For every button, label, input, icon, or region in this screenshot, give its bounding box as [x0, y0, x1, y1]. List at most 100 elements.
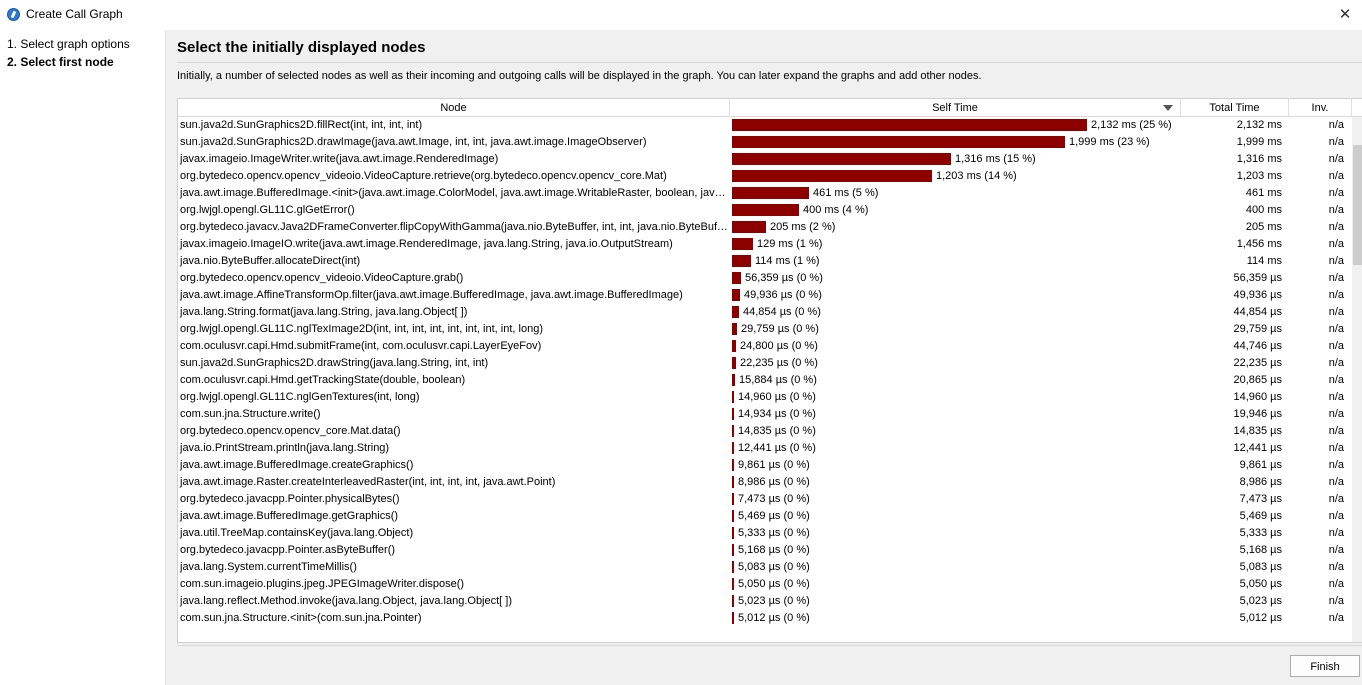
self-time-label: 400 ms (4 %) — [803, 204, 869, 216]
self-time-label: 205 ms (2 %) — [770, 221, 836, 233]
inv-cell: n/a — [1328, 357, 1344, 369]
column-header-self-time[interactable]: Self Time — [730, 99, 1181, 117]
step-select-first-node[interactable]: 2. Select first node — [7, 55, 114, 69]
table-row[interactable]: org.bytedeco.opencv.opencv_videoio.Video… — [178, 270, 1352, 287]
close-button[interactable]: ✕ — [1338, 6, 1352, 23]
node-cell: com.oculusvr.capi.Hmd.submitFrame(int, c… — [180, 340, 542, 352]
inv-cell: n/a — [1328, 204, 1344, 216]
inv-cell: n/a — [1328, 136, 1344, 148]
self-time-label: 14,835 µs (0 %) — [738, 425, 816, 437]
self-time-label: 8,986 µs (0 %) — [738, 476, 810, 488]
self-time-cell: 5,012 µs (0 %) — [730, 610, 1181, 627]
self-time-cell: 205 ms (2 %) — [730, 219, 1181, 236]
column-header-node[interactable]: Node — [178, 99, 730, 117]
total-time-cell: 1,316 ms — [1236, 153, 1282, 165]
self-time-bar — [732, 374, 735, 386]
sort-descending-icon — [1163, 105, 1173, 111]
self-time-label: 14,960 µs (0 %) — [738, 391, 816, 403]
self-time-cell: 56,359 µs (0 %) — [730, 270, 1181, 287]
self-time-bar — [732, 221, 766, 233]
table-row[interactable]: sun.java2d.SunGraphics2D.fillRect(int, i… — [178, 117, 1352, 134]
self-time-label: 15,884 µs (0 %) — [739, 374, 817, 386]
inv-cell: n/a — [1328, 595, 1344, 607]
table-row[interactable]: org.lwjgl.opengl.GL11C.glGetError() 400 m… — [178, 202, 1352, 219]
finish-button[interactable]: Finish — [1290, 655, 1360, 677]
table-row[interactable]: com.oculusvr.capi.Hmd.getTrackingState(d… — [178, 372, 1352, 389]
main-panel: Select the initially displayed nodes Ini… — [166, 30, 1362, 685]
self-time-label: 56,359 µs (0 %) — [745, 272, 823, 284]
table-row[interactable]: org.bytedeco.opencv.opencv_core.Mat.data… — [178, 423, 1352, 440]
table-row[interactable]: com.sun.jna.Structure.write() 14,934 µs (… — [178, 406, 1352, 423]
table-row[interactable]: javax.imageio.ImageWriter.write(java.awt… — [178, 151, 1352, 168]
self-time-bar — [732, 170, 932, 182]
table-row[interactable]: org.bytedeco.javacpp.Pointer.physicalByt… — [178, 491, 1352, 508]
table-row[interactable]: com.sun.imageio.plugins.jpeg.JPEGImageWr… — [178, 576, 1352, 593]
node-cell: java.awt.image.BufferedImage.<init>(java… — [180, 187, 730, 199]
self-time-cell: 44,854 µs (0 %) — [730, 304, 1181, 321]
step-select-graph-options[interactable]: 1. Select graph options — [7, 37, 130, 51]
table-row[interactable]: java.nio.ByteBuffer.allocateDirect(int) 1… — [178, 253, 1352, 270]
self-time-cell: 400 ms (4 %) — [730, 202, 1181, 219]
total-time-cell: 205 ms — [1245, 221, 1282, 233]
table-row[interactable]: sun.java2d.SunGraphics2D.drawString(java… — [178, 355, 1352, 372]
self-time-cell: 5,050 µs (0 %) — [730, 576, 1181, 593]
self-time-label: 1,999 ms (23 %) — [1069, 136, 1150, 148]
table-row[interactable]: org.bytedeco.javacpp.Pointer.asByteBuffe… — [178, 542, 1352, 559]
column-header-total-time[interactable]: Total Time — [1181, 99, 1289, 117]
self-time-bar — [732, 357, 736, 369]
total-time-cell: 1,456 ms — [1236, 238, 1282, 250]
total-time-cell: 5,168 µs — [1239, 544, 1282, 556]
inv-cell: n/a — [1328, 187, 1344, 199]
node-cell: sun.java2d.SunGraphics2D.drawString(java… — [180, 357, 489, 369]
node-cell: java.lang.System.currentTimeMillis() — [180, 561, 357, 573]
table-row[interactable]: java.awt.image.BufferedImage.getGraphics… — [178, 508, 1352, 525]
table-row[interactable]: java.awt.image.AffineTransformOp.filter(… — [178, 287, 1352, 304]
node-cell: com.sun.jna.Structure.<init>(com.sun.jna… — [180, 612, 422, 624]
self-time-bar — [732, 340, 736, 352]
self-time-label: 5,023 µs (0 %) — [738, 595, 810, 607]
self-time-cell: 14,934 µs (0 %) — [730, 406, 1181, 423]
total-time-cell: 14,960 µs — [1233, 391, 1282, 403]
nodes-table: Node Self Time Total Time Inv. sun.java2… — [177, 98, 1362, 643]
total-time-cell: 5,050 µs — [1239, 578, 1282, 590]
table-row[interactable]: com.sun.jna.Structure.<init>(com.sun.jna… — [178, 610, 1352, 627]
table-row[interactable]: org.lwjgl.opengl.GL11C.nglGenTextures(in… — [178, 389, 1352, 406]
table-row[interactable]: sun.java2d.SunGraphics2D.drawImage(java.… — [178, 134, 1352, 151]
table-row[interactable]: org.bytedeco.opencv.opencv_videoio.Video… — [178, 168, 1352, 185]
total-time-cell: 29,759 µs — [1233, 323, 1282, 335]
self-time-label: 29,759 µs (0 %) — [741, 323, 819, 335]
page-title: Select the initially displayed nodes — [177, 39, 426, 56]
total-time-cell: 2,132 ms — [1236, 119, 1282, 131]
node-cell: org.bytedeco.javacv.Java2DFrameConverter… — [180, 221, 730, 233]
self-time-label: 461 ms (5 %) — [813, 187, 879, 199]
node-cell: com.sun.imageio.plugins.jpeg.JPEGImageWr… — [180, 578, 465, 590]
vertical-scrollbar[interactable] — [1352, 117, 1362, 642]
total-time-cell: 20,865 µs — [1233, 374, 1282, 386]
node-cell: com.oculusvr.capi.Hmd.getTrackingState(d… — [180, 374, 466, 386]
table-row[interactable]: java.io.PrintStream.println(java.lang.St… — [178, 440, 1352, 457]
table-row[interactable]: org.lwjgl.opengl.GL11C.nglTexImage2D(int… — [178, 321, 1352, 338]
table-row[interactable]: java.lang.reflect.Method.invoke(java.lan… — [178, 593, 1352, 610]
self-time-cell: 24,800 µs (0 %) — [730, 338, 1181, 355]
inv-cell: n/a — [1328, 340, 1344, 352]
node-cell: java.awt.image.AffineTransformOp.filter(… — [180, 289, 683, 301]
inv-cell: n/a — [1328, 391, 1344, 403]
table-row[interactable]: javax.imageio.ImageIO.write(java.awt.ima… — [178, 236, 1352, 253]
node-cell: com.sun.jna.Structure.write() — [180, 408, 321, 420]
self-time-cell: 5,083 µs (0 %) — [730, 559, 1181, 576]
self-time-bar — [732, 391, 734, 403]
table-row[interactable]: java.awt.image.BufferedImage.createGraph… — [178, 457, 1352, 474]
table-row[interactable]: java.awt.image.BufferedImage.<init>(java… — [178, 185, 1352, 202]
table-row[interactable]: java.util.TreeMap.containsKey(java.lang.… — [178, 525, 1352, 542]
table-row[interactable]: java.awt.image.Raster.createInterleavedR… — [178, 474, 1352, 491]
node-cell: java.io.PrintStream.println(java.lang.St… — [180, 442, 390, 454]
node-cell: org.bytedeco.opencv.opencv_videoio.Video… — [180, 170, 667, 182]
table-row[interactable]: com.oculusvr.capi.Hmd.submitFrame(int, c… — [178, 338, 1352, 355]
inv-cell: n/a — [1328, 408, 1344, 420]
scrollbar-thumb[interactable] — [1353, 145, 1362, 265]
table-row[interactable]: org.bytedeco.javacv.Java2DFrameConverter… — [178, 219, 1352, 236]
table-row[interactable]: java.lang.System.currentTimeMillis() 5,08… — [178, 559, 1352, 576]
table-row[interactable]: java.lang.String.format(java.lang.String… — [178, 304, 1352, 321]
self-time-cell: 29,759 µs (0 %) — [730, 321, 1181, 338]
column-header-inv[interactable]: Inv. — [1289, 99, 1352, 117]
